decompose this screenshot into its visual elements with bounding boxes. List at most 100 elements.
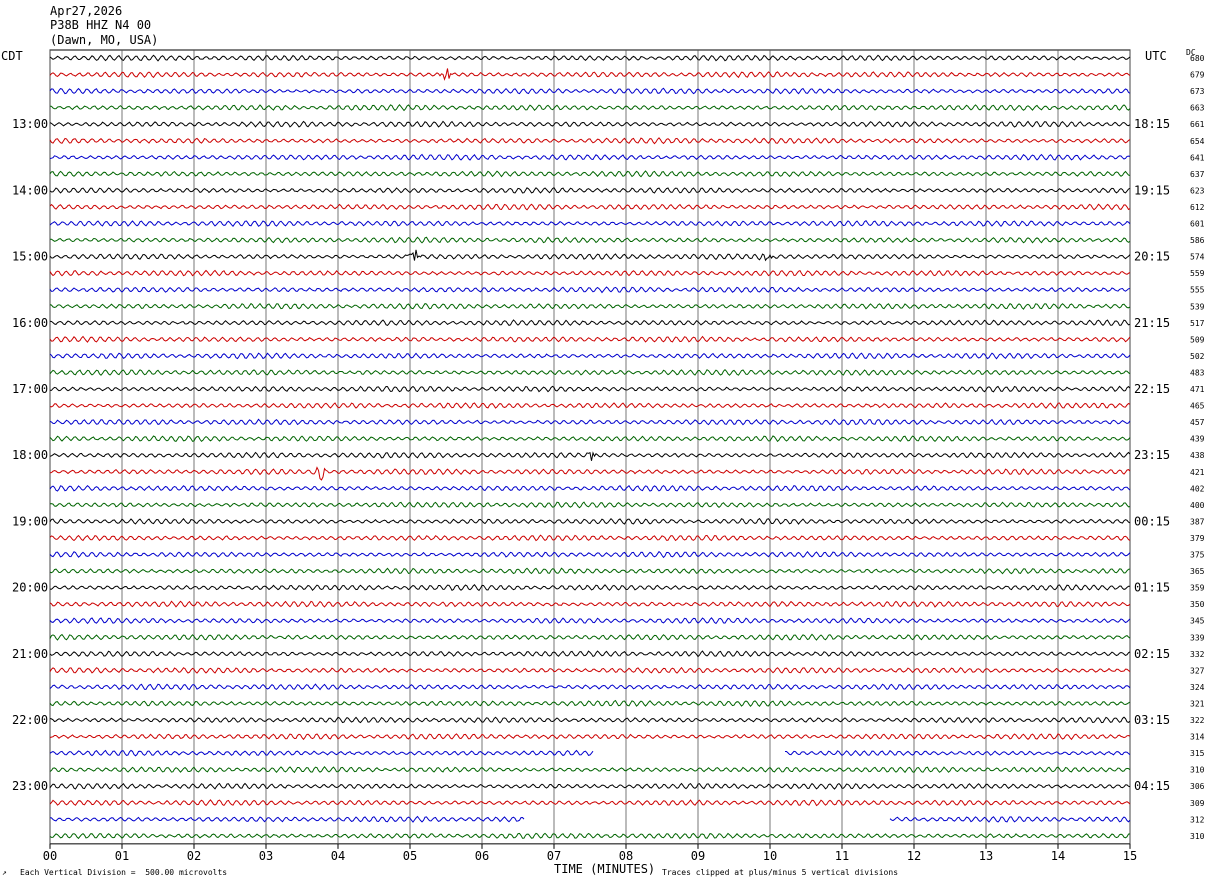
seismic-trace <box>49 87 1131 95</box>
seismic-trace <box>49 567 1131 575</box>
left-hour-label: 15:00 <box>12 250 48 264</box>
seismic-trace <box>49 269 1131 277</box>
clipping-note: Traces clipped at plus/minus 5 vertical … <box>662 868 899 877</box>
left-timezone-label: CDT <box>1 49 23 63</box>
seismic-trace <box>49 517 1131 525</box>
seismic-trace <box>49 583 1130 592</box>
dc-offset-label: 315 <box>1190 749 1205 758</box>
left-hour-label: 19:00 <box>12 514 48 528</box>
seismic-trace <box>49 600 1131 608</box>
seismic-trace <box>49 249 1131 262</box>
dc-offset-label: 601 <box>1190 220 1205 229</box>
seismic-trace <box>49 236 1131 244</box>
right-hour-label: 00:15 <box>1134 514 1170 528</box>
right-hour-label: 20:15 <box>1134 250 1170 264</box>
dc-offset-label: 663 <box>1190 104 1205 113</box>
left-hour-label: 18:00 <box>12 448 48 462</box>
dc-offset-label: 332 <box>1190 650 1205 659</box>
x-tick-label: 12 <box>907 849 921 863</box>
seismic-trace <box>49 650 1131 658</box>
right-hour-label: 04:15 <box>1134 779 1170 793</box>
left-hour-label: 14:00 <box>12 183 48 197</box>
x-tick-label: 01 <box>115 849 129 863</box>
dc-offset-label: 324 <box>1190 683 1205 692</box>
x-tick-label: 14 <box>1051 849 1065 863</box>
dc-offset-label: 359 <box>1190 584 1205 593</box>
seismic-trace <box>49 799 1131 807</box>
seismic-trace <box>49 782 1131 790</box>
left-hour-label: 20:00 <box>12 581 48 595</box>
seismic-trace <box>49 550 1131 559</box>
seismic-trace <box>49 286 1131 294</box>
dc-offset-label: 483 <box>1190 368 1205 377</box>
x-tick-label: 06 <box>475 849 489 863</box>
dc-offset-label: 654 <box>1190 137 1205 146</box>
seismic-trace <box>49 170 1131 178</box>
dc-offset-label: 439 <box>1190 435 1205 444</box>
x-tick-label: 02 <box>187 849 201 863</box>
dc-offset-label: 310 <box>1190 766 1205 775</box>
seismic-trace <box>49 220 1131 228</box>
dc-offset-label: 310 <box>1190 832 1205 841</box>
seismic-trace <box>49 699 1131 707</box>
x-tick-label: 08 <box>619 849 633 863</box>
dc-offset-label: 457 <box>1190 418 1205 427</box>
dc-offset-label: 327 <box>1190 666 1205 675</box>
x-tick-label: 15 <box>1123 849 1137 863</box>
dc-offset-label: 321 <box>1190 699 1205 708</box>
dc-offset-label: 400 <box>1190 501 1205 510</box>
dc-offset-label: 641 <box>1190 153 1205 162</box>
dc-offset-label: 661 <box>1190 120 1205 129</box>
dc-offset-label: 539 <box>1190 302 1205 311</box>
dc-offset-label: 387 <box>1190 517 1205 526</box>
seismic-trace <box>49 120 1131 128</box>
seismic-trace <box>49 766 1131 774</box>
left-hour-label: 23:00 <box>12 779 48 793</box>
x-tick-label: 00 <box>43 849 57 863</box>
dc-offset-label: 679 <box>1190 71 1205 80</box>
x-tick-label: 13 <box>979 849 993 863</box>
dc-offset-label: 312 <box>1190 815 1205 824</box>
scale-icon: ↗ <box>2 868 7 877</box>
dc-offset-header: DC <box>1186 48 1196 57</box>
seismic-trace <box>49 54 1131 62</box>
dc-offset-label: 555 <box>1190 286 1205 295</box>
seismic-trace <box>49 352 1131 360</box>
x-tick-label: 03 <box>259 849 273 863</box>
seismic-trace <box>49 733 1131 741</box>
dc-offset-label: 322 <box>1190 716 1205 725</box>
seismic-trace <box>49 104 1131 112</box>
dc-offset-label: 465 <box>1190 402 1205 411</box>
right-hour-label: 21:15 <box>1134 316 1170 330</box>
dc-offset-label: 623 <box>1190 186 1205 195</box>
seismic-trace <box>49 484 1131 492</box>
seismic-trace <box>49 368 1131 376</box>
dc-offset-label: 502 <box>1190 352 1205 361</box>
left-hour-label: 17:00 <box>12 382 48 396</box>
seismic-trace <box>49 466 1131 481</box>
seismic-trace <box>49 335 1131 343</box>
x-tick-label: 09 <box>691 849 705 863</box>
station-code: P38B HHZ N4 00 <box>50 18 152 32</box>
seismic-trace <box>49 617 1131 625</box>
seismic-trace <box>49 68 1131 81</box>
dc-offset-label: 438 <box>1190 451 1205 460</box>
seismic-trace <box>49 435 1131 443</box>
x-tick-label: 04 <box>331 849 345 863</box>
dc-offset-label: 402 <box>1190 484 1205 493</box>
dc-offset-label: 339 <box>1190 633 1205 642</box>
dc-offset-label: 680 <box>1190 54 1205 63</box>
left-hour-label: 22:00 <box>12 713 48 727</box>
x-tick-label: 10 <box>763 849 777 863</box>
record-date: Apr27,2026 <box>50 4 123 18</box>
dc-offset-label: 612 <box>1190 203 1205 212</box>
seismic-trace <box>49 319 1131 327</box>
dc-offset-label: 471 <box>1190 385 1205 394</box>
seismic-trace <box>49 633 1131 641</box>
seismic-trace <box>49 385 1131 393</box>
dc-offset-label: 379 <box>1190 534 1205 543</box>
right-hour-label: 19:15 <box>1134 183 1170 197</box>
seismic-trace <box>49 402 1131 409</box>
right-hour-label: 22:15 <box>1134 382 1170 396</box>
dc-offset-label: 375 <box>1190 551 1205 560</box>
